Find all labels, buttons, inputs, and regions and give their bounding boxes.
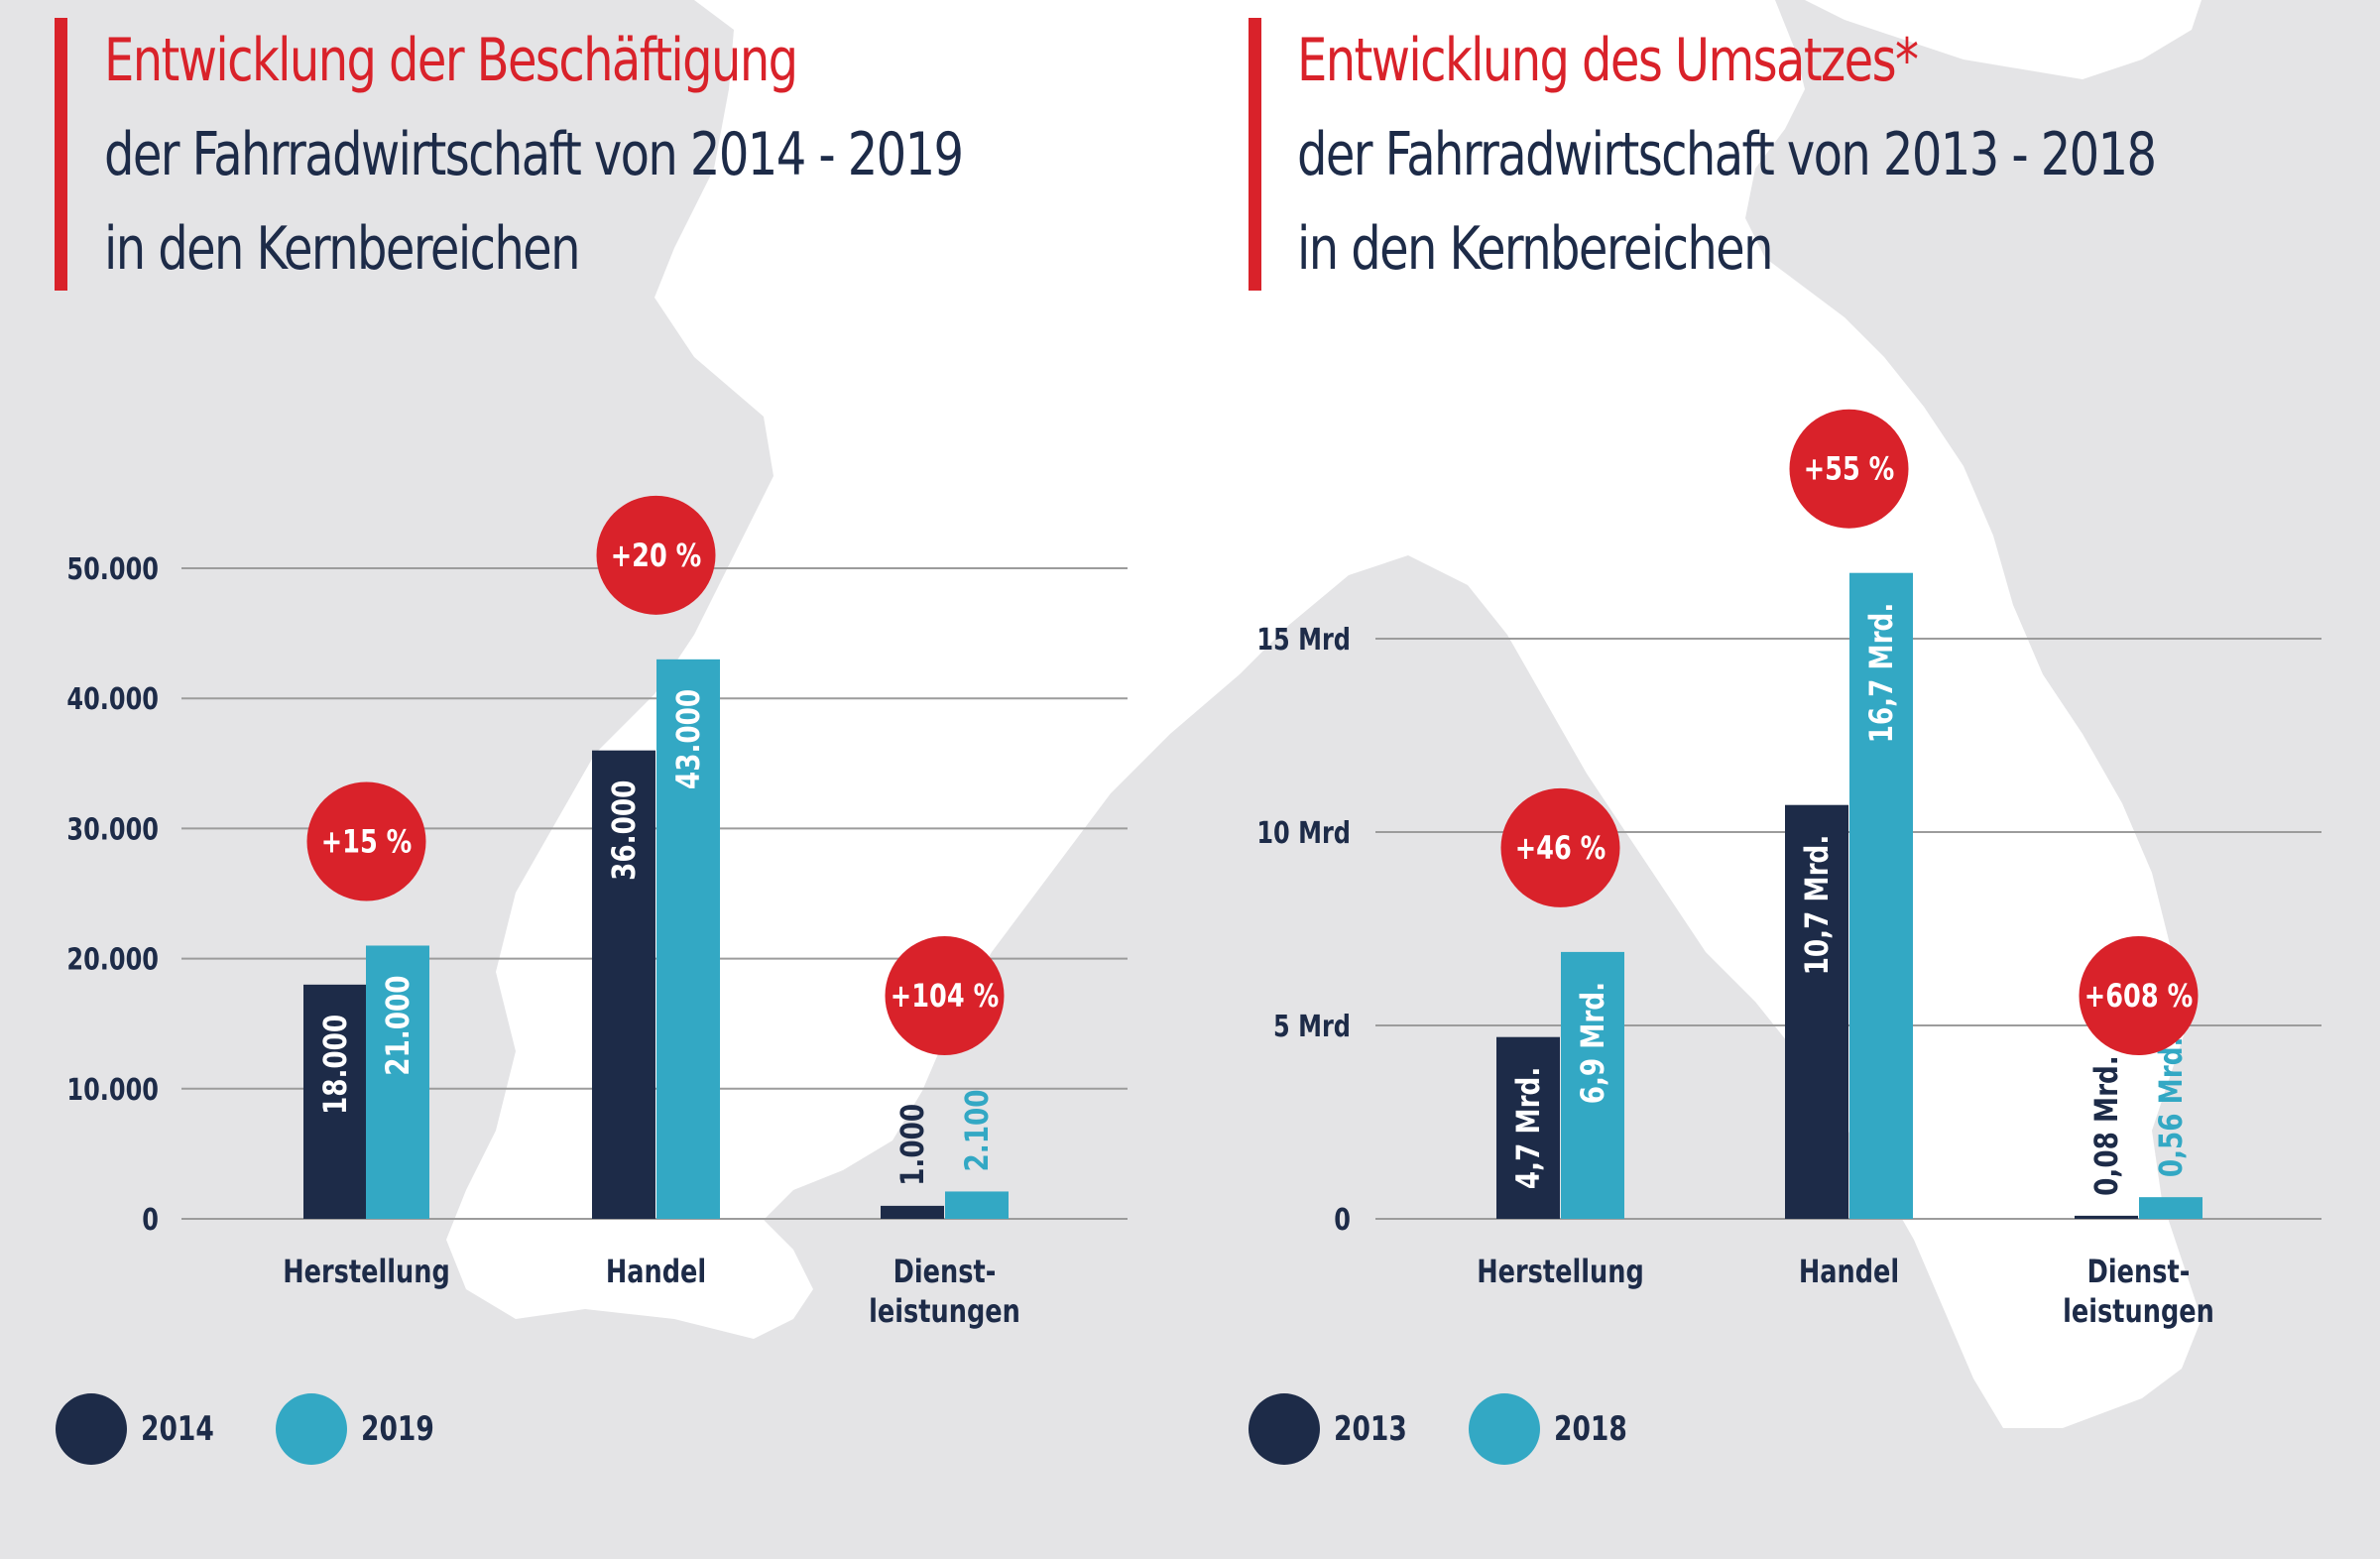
bar xyxy=(1561,951,1624,1219)
category-label: leistungen xyxy=(869,1292,1020,1330)
bar-value-label: 21.000 xyxy=(379,975,416,1075)
legend-label: 2014 xyxy=(141,1409,214,1449)
legend-item-2014: 2014 xyxy=(56,1393,235,1465)
legend-label: 2019 xyxy=(361,1409,434,1449)
title-line-2: der Fahrradwirtschaft von 2014 - 2019 xyxy=(104,120,964,189)
y-tick-label: 50.000 xyxy=(66,552,159,586)
legend-swatch xyxy=(56,1393,127,1465)
legend-label: 2013 xyxy=(1334,1409,1407,1449)
y-tick-label: 10 Mrd xyxy=(1256,816,1351,850)
title-line-3: in den Kernbereichen xyxy=(104,214,581,284)
bar xyxy=(366,945,429,1219)
category-label: Handel xyxy=(606,1253,706,1290)
change-badge-label: +104 % xyxy=(891,977,999,1015)
bar-value-label: 1.000 xyxy=(893,1104,930,1186)
bar xyxy=(945,1191,1009,1219)
legend-swatch xyxy=(276,1393,347,1465)
bar xyxy=(2139,1197,2202,1219)
y-tick-label: 0 xyxy=(1334,1203,1351,1237)
change-badge-label: +608 % xyxy=(2084,977,2193,1015)
legend-item-2018: 2018 xyxy=(1469,1393,1648,1465)
bar xyxy=(592,750,655,1219)
bar-value-label: 16,7 Mrd. xyxy=(1862,603,1899,744)
bar xyxy=(1849,572,1913,1219)
bar-value-label: 43.000 xyxy=(669,689,706,789)
bar xyxy=(303,984,367,1219)
change-badge xyxy=(1500,787,1620,907)
change-badge xyxy=(1789,409,1909,529)
bar-value-label: 4,7 Mrd. xyxy=(1509,1067,1546,1189)
change-badge xyxy=(2079,936,2199,1055)
category-label: Handel xyxy=(1799,1253,1899,1290)
change-badge-label: +15 % xyxy=(321,823,413,861)
bar-value-label: 36.000 xyxy=(605,780,642,881)
bar xyxy=(881,1205,944,1219)
legend-item-2019: 2019 xyxy=(276,1393,455,1465)
title-accent-bar xyxy=(55,18,67,291)
y-tick-label: 10.000 xyxy=(66,1073,159,1107)
bar xyxy=(1785,804,1848,1219)
panel-title: Entwicklung des Umsatzes* der Fahrradwir… xyxy=(1297,14,2157,297)
bar-value-label: 6,9 Mrd. xyxy=(1574,982,1610,1104)
change-badge-label: +46 % xyxy=(1515,829,1606,867)
panel-employment: Entwicklung der Beschäftigung der Fahrra… xyxy=(55,14,964,297)
category-label: Dienst- xyxy=(2087,1253,2191,1290)
panel-title: Entwicklung der Beschäftigung der Fahrra… xyxy=(104,14,964,297)
legend-swatch xyxy=(1249,1393,1320,1465)
change-badge-label: +20 % xyxy=(611,537,702,574)
legend-item-2013: 2013 xyxy=(1249,1393,1428,1465)
legend-swatch xyxy=(1469,1393,1540,1465)
title-line-1: Entwicklung der Beschäftigung xyxy=(104,26,798,95)
bar-value-label: 0,08 Mrd. xyxy=(2087,1055,2124,1196)
title-accent-bar xyxy=(1249,18,1261,291)
title-line-3: in den Kernbereichen xyxy=(1297,214,1774,284)
y-tick-label: 40.000 xyxy=(66,683,159,717)
y-tick-label: 30.000 xyxy=(66,813,159,847)
category-label: Dienst- xyxy=(893,1253,997,1290)
panel-revenue: Entwicklung des Umsatzes* der Fahrradwir… xyxy=(1193,0,2380,1559)
category-label: Herstellung xyxy=(283,1253,450,1290)
y-tick-label: 0 xyxy=(142,1203,159,1237)
y-tick-label: 15 Mrd xyxy=(1256,623,1351,657)
bar xyxy=(2075,1215,2138,1219)
change-badge-label: +55 % xyxy=(1804,450,1895,488)
change-badge xyxy=(885,936,1005,1055)
legend-label: 2018 xyxy=(1554,1409,1627,1449)
bar-value-label: 2.100 xyxy=(958,1089,995,1171)
bar-value-label: 10,7 Mrd. xyxy=(1798,835,1835,976)
title-line-2: der Fahrradwirtschaft von 2013 - 2018 xyxy=(1297,120,2157,189)
category-label: leistungen xyxy=(2063,1292,2214,1330)
bar-value-label: 0,56 Mrd. xyxy=(2152,1037,2189,1178)
change-badge xyxy=(306,781,426,901)
bar xyxy=(1496,1036,1560,1219)
change-badge xyxy=(596,495,716,615)
category-label: Herstellung xyxy=(1477,1253,1644,1290)
title-line-1: Entwicklung des Umsatzes* xyxy=(1297,26,1919,95)
y-tick-label: 5 Mrd xyxy=(1273,1010,1351,1043)
bar xyxy=(656,659,720,1219)
y-tick-label: 20.000 xyxy=(66,943,159,977)
bar-value-label: 18.000 xyxy=(316,1015,353,1115)
